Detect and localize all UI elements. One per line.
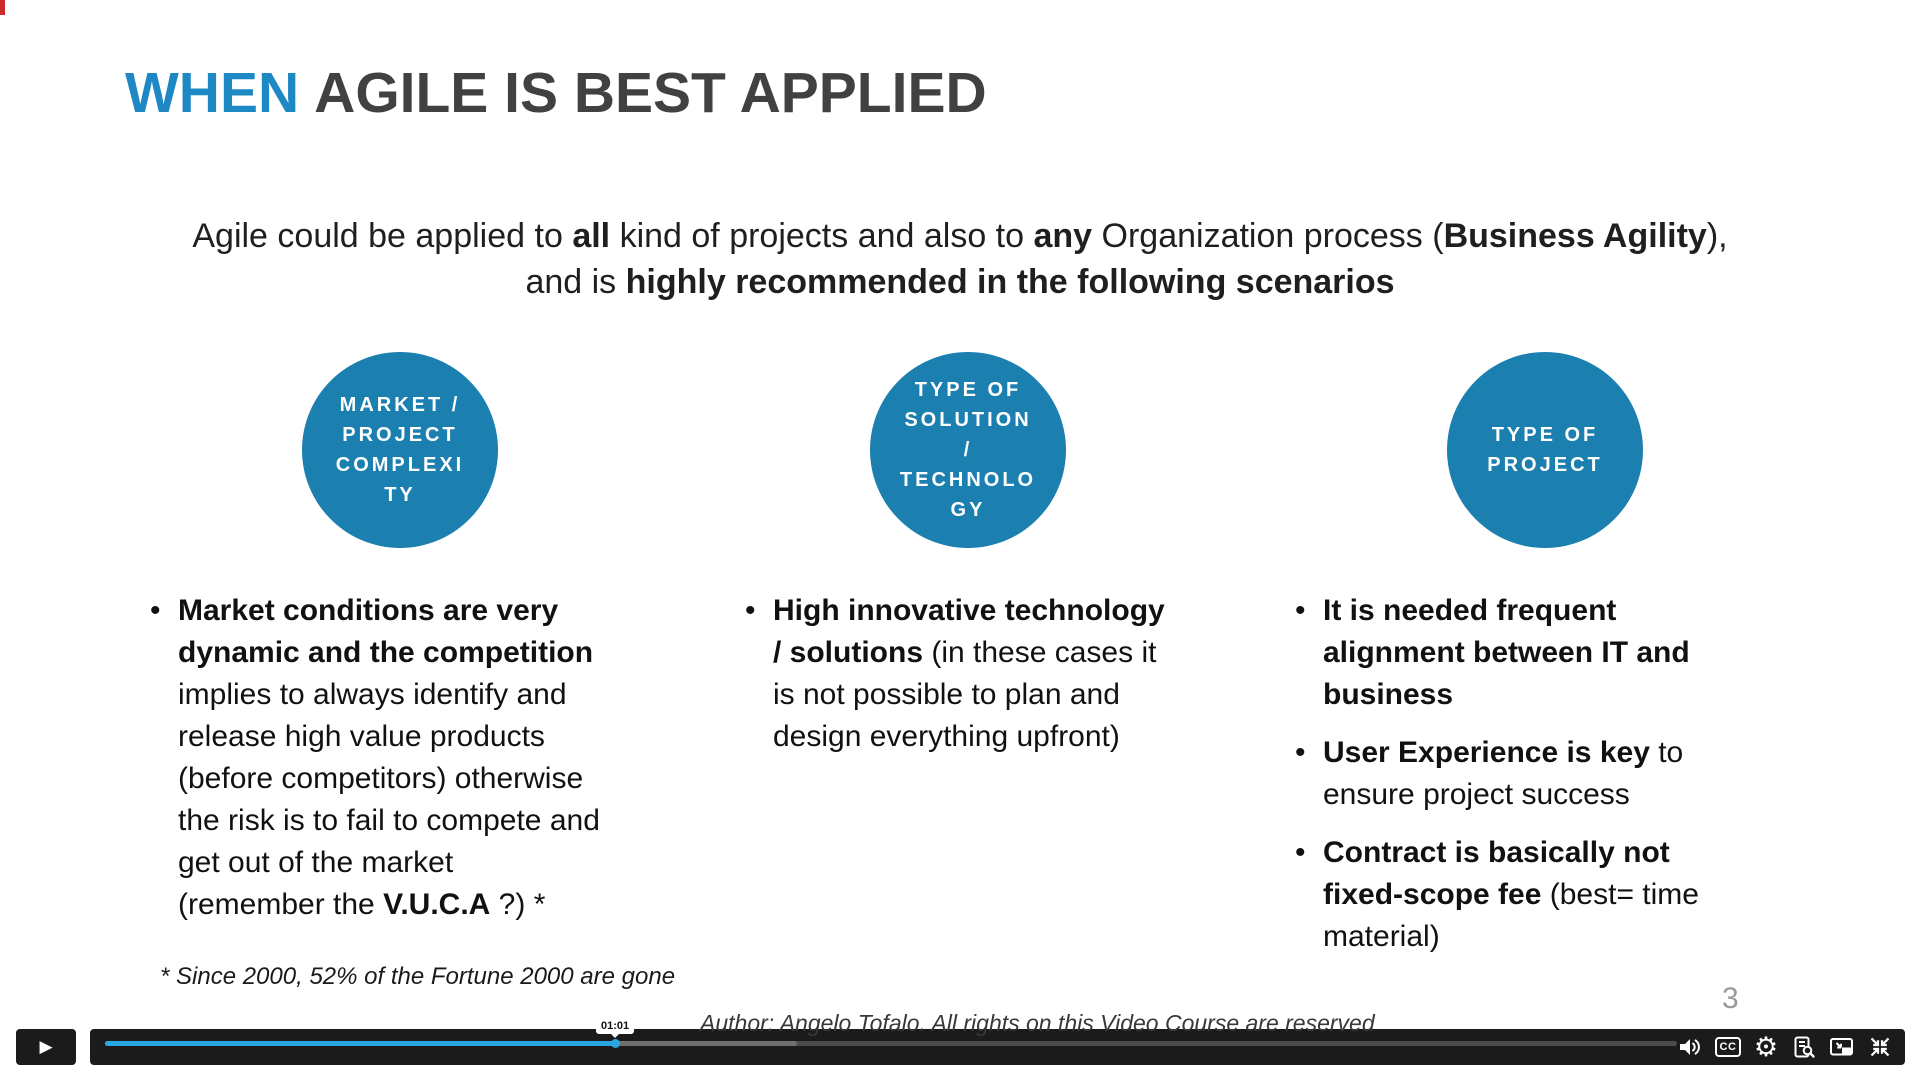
settings-gear-icon[interactable]: ⚙	[1753, 1031, 1779, 1063]
bullet-marker: •	[1295, 836, 1306, 869]
bullet-marker: •	[150, 594, 161, 627]
picture-in-picture-icon[interactable]	[1829, 1034, 1855, 1060]
list-item: • Market conditions are very dynamic and…	[150, 590, 690, 926]
closed-captions-icon[interactable]: CC	[1715, 1034, 1741, 1060]
seek-bar[interactable]	[105, 1039, 1677, 1048]
exit-fullscreen-icon[interactable]	[1867, 1034, 1893, 1060]
playhead-handle[interactable]	[610, 1039, 620, 1048]
screen-corner-artifact	[0, 0, 5, 15]
volume-icon[interactable]	[1677, 1034, 1703, 1060]
author-credit-line: Author: Angelo Tofalo. All rights on thi…	[700, 1010, 1375, 1036]
bullet-text: It is needed frequent alignment between …	[1323, 594, 1690, 711]
player-icon-row: CC ⚙	[1677, 1029, 1893, 1065]
circle-market-project-complexity: MARKET / PROJECT COMPLEXI TY	[302, 352, 498, 548]
bullet-text: Market conditions are very dynamic and t…	[178, 594, 600, 921]
play-button[interactable]: ▶	[16, 1029, 76, 1065]
column-type-of-project: • It is needed frequent alignment betwee…	[1295, 590, 1795, 958]
bullet-marker: •	[1295, 594, 1306, 627]
video-player-bar: CC ⚙	[90, 1029, 1905, 1065]
list-item: • Contract is basically not fixed-scope …	[1295, 832, 1795, 958]
list-item: • It is needed frequent alignment betwee…	[1295, 590, 1795, 716]
bullet-marker: •	[1295, 736, 1306, 769]
circle-type-of-project: TYPE OF PROJECT	[1447, 352, 1643, 548]
intro-paragraph: Agile could be applied to all kind of pr…	[192, 217, 1728, 301]
list-item: • High innovative technology / solutions…	[745, 590, 1245, 758]
circle-label: MARKET / PROJECT COMPLEXI TY	[335, 394, 465, 506]
bullet-text: User Experience is key to ensure project…	[1323, 736, 1684, 811]
title-highlight: WHEN	[125, 61, 300, 125]
title-rest: AGILE IS BEST APPLIED	[314, 61, 987, 125]
bullet-text: Contract is basically not fixed-scope fe…	[1323, 836, 1699, 953]
list-item: • User Experience is key to ensure proje…	[1295, 732, 1795, 816]
slide-page-number: 3	[1722, 982, 1739, 1015]
column-market-complexity: • Market conditions are very dynamic and…	[150, 590, 690, 926]
progress-bar	[105, 1039, 620, 1048]
page-title: WHEN AGILE IS BEST APPLIED	[125, 60, 987, 126]
circle-type-of-solution-technology: TYPE OF SOLUTION / TECHNOLO GY	[870, 352, 1066, 548]
play-icon: ▶	[39, 1036, 53, 1057]
circle-label: TYPE OF SOLUTION / TECHNOLO GY	[899, 379, 1037, 521]
bullet-marker: •	[745, 594, 756, 627]
transcript-search-icon[interactable]	[1791, 1034, 1817, 1060]
bullet-text: High innovative technology / solutions (…	[773, 594, 1165, 753]
column-solution-technology: • High innovative technology / solutions…	[745, 590, 1245, 758]
footnote: * Since 2000, 52% of the Fortune 2000 ar…	[160, 963, 676, 990]
seek-time-tooltip: 01:01	[596, 1018, 635, 1038]
circle-label: TYPE OF PROJECT	[1487, 424, 1603, 476]
